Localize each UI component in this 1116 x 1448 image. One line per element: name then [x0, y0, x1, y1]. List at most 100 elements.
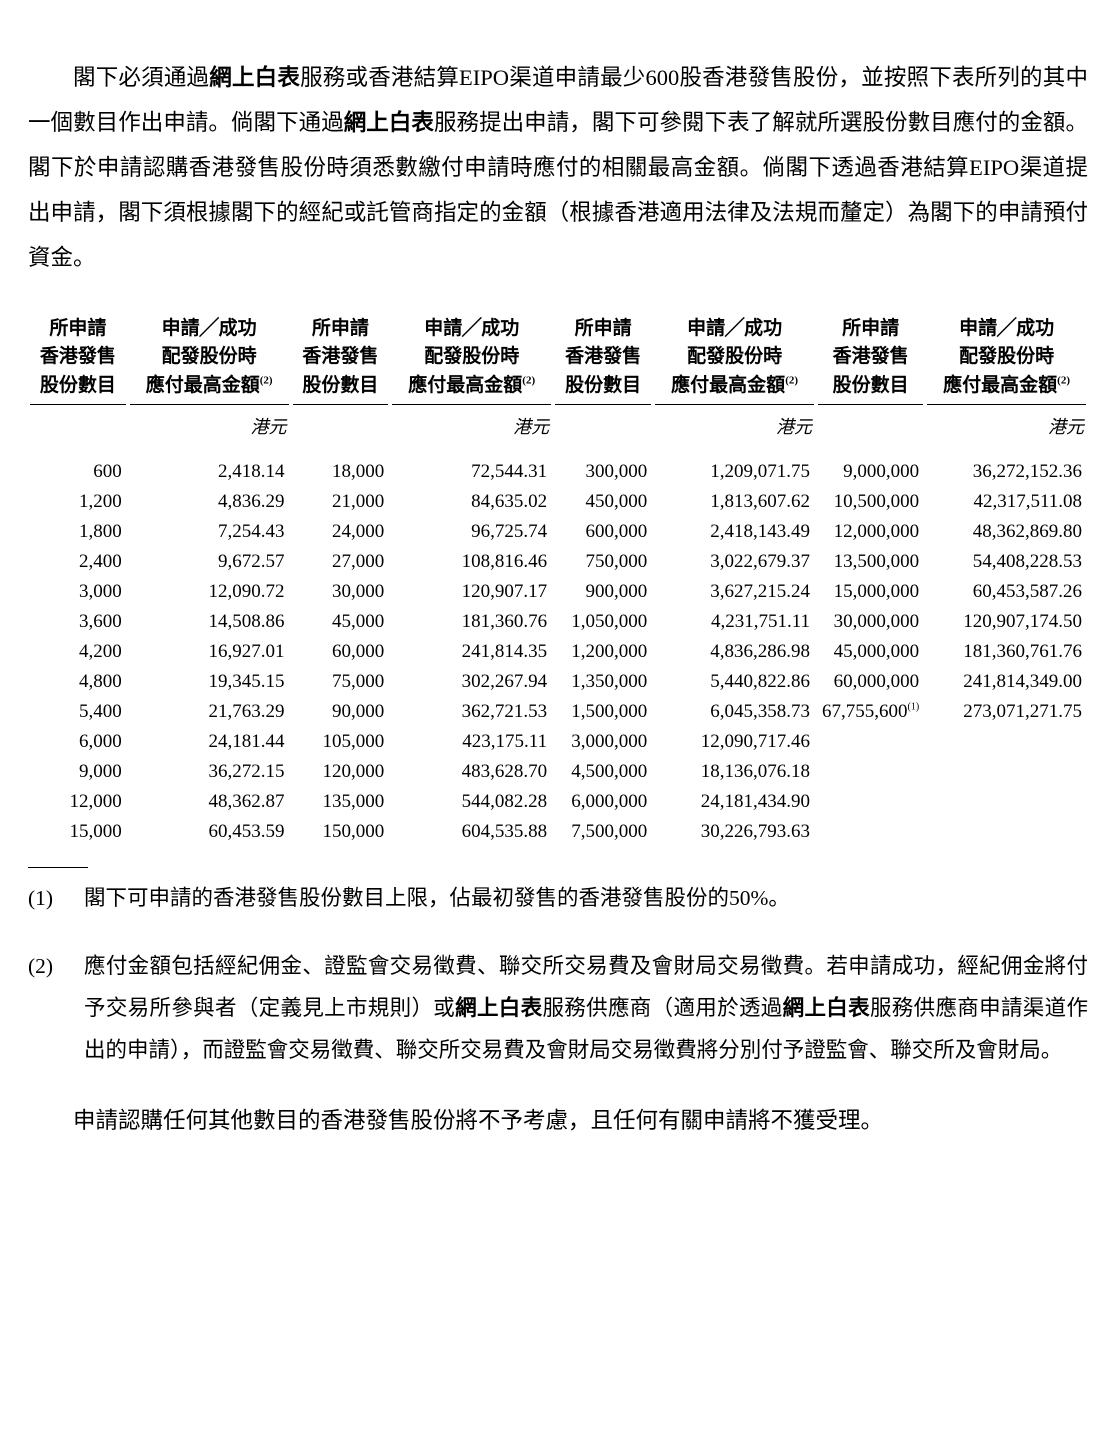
- cell-amount: 5,440,822.86: [653, 667, 816, 697]
- cell-amount: [925, 817, 1088, 847]
- cell-amount: 273,071,271.75: [925, 697, 1088, 727]
- table-row: 15,00060,453.59150,000604,535.887,500,00…: [28, 817, 1088, 847]
- cell-shares: 7,500,000: [553, 817, 653, 847]
- cell-amount: 2,418.14: [128, 457, 291, 487]
- col-shares-header: 所申請香港發售股份數目: [816, 314, 925, 412]
- cell-shares: 1,200: [28, 487, 128, 517]
- cell-amount: 3,627,215.24: [653, 577, 816, 607]
- col-shares-header: 所申請香港發售股份數目: [28, 314, 128, 412]
- cell-amount: 30,226,793.63: [653, 817, 816, 847]
- intro-paragraph: 閣下必須通過網上白表服務或香港結算EIPO渠道申請最少600股香港發售股份，並按…: [28, 55, 1088, 280]
- cell-amount: 54,408,228.53: [925, 547, 1088, 577]
- cell-shares: 75,000: [291, 667, 391, 697]
- cell-shares: 30,000: [291, 577, 391, 607]
- cell-shares: 3,000,000: [553, 727, 653, 757]
- table-row: 6,00024,181.44105,000423,175.113,000,000…: [28, 727, 1088, 757]
- intro-bold: 網上白表: [344, 110, 434, 135]
- currency-blank: [28, 411, 128, 457]
- table-row: 6002,418.1418,00072,544.31300,0001,209,0…: [28, 457, 1088, 487]
- table-row: 4,80019,345.1575,000302,267.941,350,0005…: [28, 667, 1088, 697]
- cell-shares: [816, 787, 925, 817]
- cell-amount: 604,535.88: [390, 817, 553, 847]
- cell-amount: 96,725.74: [390, 517, 553, 547]
- cell-amount: 48,362.87: [128, 787, 291, 817]
- cell-shares: 105,000: [291, 727, 391, 757]
- cell-shares: [816, 757, 925, 787]
- cell-shares: 1,350,000: [553, 667, 653, 697]
- cell-amount: 24,181,434.90: [653, 787, 816, 817]
- cell-amount: 4,231,751.11: [653, 607, 816, 637]
- cell-shares: 15,000,000: [816, 577, 925, 607]
- cell-shares: 5,400: [28, 697, 128, 727]
- table-row: 2,4009,672.5727,000108,816.46750,0003,02…: [28, 547, 1088, 577]
- cell-amount: 9,672.57: [128, 547, 291, 577]
- cell-shares: 10,500,000: [816, 487, 925, 517]
- cell-amount: 120,907,174.50: [925, 607, 1088, 637]
- cell-amount: 12,090,717.46: [653, 727, 816, 757]
- cell-shares: [816, 727, 925, 757]
- cell-shares: 600,000: [553, 517, 653, 547]
- table-row: 3,00012,090.7230,000120,907.17900,0003,6…: [28, 577, 1088, 607]
- currency-label: 港元: [653, 411, 816, 457]
- cell-shares: [816, 817, 925, 847]
- table-row: 3,60014,508.8645,000181,360.761,050,0004…: [28, 607, 1088, 637]
- footnote-number: (1): [28, 878, 84, 920]
- footnote-divider: [28, 867, 88, 868]
- cell-amount: 36,272,152.36: [925, 457, 1088, 487]
- cell-amount: 423,175.11: [390, 727, 553, 757]
- cell-shares: 4,500,000: [553, 757, 653, 787]
- currency-label: 港元: [128, 411, 291, 457]
- currency-label: 港元: [390, 411, 553, 457]
- table-row: 4,20016,927.0160,000241,814.351,200,0004…: [28, 637, 1088, 667]
- table-row: 9,00036,272.15120,000483,628.704,500,000…: [28, 757, 1088, 787]
- footnote-text: 閣下可申請的香港發售股份數目上限，佔最初發售的香港發售股份的50%。: [84, 878, 1088, 920]
- cell-amount: 483,628.70: [390, 757, 553, 787]
- cell-amount: 16,927.01: [128, 637, 291, 667]
- closing-paragraph: 申請認購任何其他數目的香港發售股份將不予考慮，且任何有關申請將不獲受理。: [28, 1098, 1088, 1143]
- cell-amount: 181,360.76: [390, 607, 553, 637]
- cell-amount: 1,813,607.62: [653, 487, 816, 517]
- cell-amount: 48,362,869.80: [925, 517, 1088, 547]
- cell-amount: 14,508.86: [128, 607, 291, 637]
- cell-shares: 67,755,600(1): [816, 697, 925, 727]
- cell-shares: 60,000: [291, 637, 391, 667]
- cell-shares: 60,000,000: [816, 667, 925, 697]
- cell-amount: 4,836,286.98: [653, 637, 816, 667]
- cell-amount: [925, 787, 1088, 817]
- cell-amount: 302,267.94: [390, 667, 553, 697]
- cell-amount: 108,816.46: [390, 547, 553, 577]
- col-amount-header: 申請╱成功配發股份時應付最高金額(2): [925, 314, 1088, 412]
- cell-amount: 60,453,587.26: [925, 577, 1088, 607]
- col-amount-header: 申請╱成功配發股份時應付最高金額(2): [128, 314, 291, 412]
- table-row: 12,00048,362.87135,000544,082.286,000,00…: [28, 787, 1088, 817]
- col-shares-header: 所申請香港發售股份數目: [553, 314, 653, 412]
- cell-shares: 24,000: [291, 517, 391, 547]
- currency-blank: [553, 411, 653, 457]
- cell-shares: 45,000,000: [816, 637, 925, 667]
- cell-amount: 19,345.15: [128, 667, 291, 697]
- cell-shares: 3,600: [28, 607, 128, 637]
- cell-amount: 21,763.29: [128, 697, 291, 727]
- cell-shares: 12,000: [28, 787, 128, 817]
- cell-amount: 362,721.53: [390, 697, 553, 727]
- footnote-bold: 網上白表: [783, 996, 870, 1020]
- currency-label: 港元: [925, 411, 1088, 457]
- cell-shares: 9,000,000: [816, 457, 925, 487]
- cell-amount: 84,635.02: [390, 487, 553, 517]
- cell-shares: 1,200,000: [553, 637, 653, 667]
- cell-shares: 9,000: [28, 757, 128, 787]
- cell-amount: 181,360,761.76: [925, 637, 1088, 667]
- cell-amount: 72,544.31: [390, 457, 553, 487]
- share-pricing-table: 所申請香港發售股份數目申請╱成功配發股份時應付最高金額(2)所申請香港發售股份數…: [28, 314, 1088, 848]
- cell-shares: 1,800: [28, 517, 128, 547]
- cell-shares: 300,000: [553, 457, 653, 487]
- footnote-bold: 網上白表: [455, 996, 542, 1020]
- cell-shares: 2,400: [28, 547, 128, 577]
- cell-amount: 18,136,076.18: [653, 757, 816, 787]
- footnote-number: (2): [28, 946, 84, 1072]
- cell-shares: 30,000,000: [816, 607, 925, 637]
- intro-seg: 閣下必須通過: [73, 65, 209, 90]
- cell-shares: 45,000: [291, 607, 391, 637]
- cell-amount: 60,453.59: [128, 817, 291, 847]
- col-shares-header: 所申請香港發售股份數目: [291, 314, 391, 412]
